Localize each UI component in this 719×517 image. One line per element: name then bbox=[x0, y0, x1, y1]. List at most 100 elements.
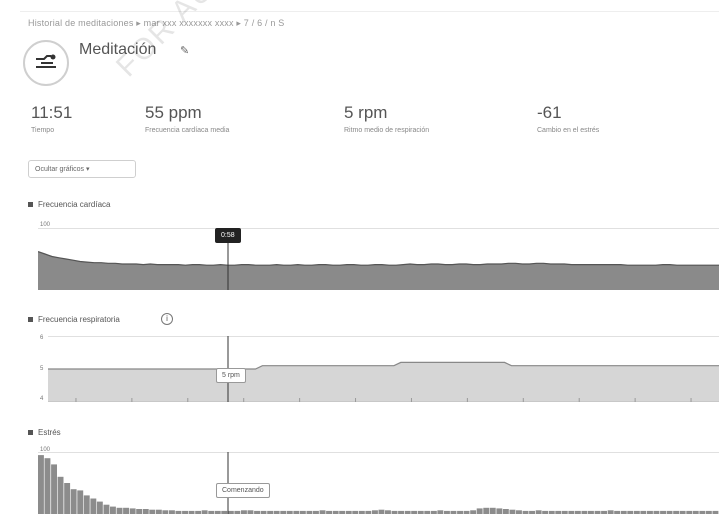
stress-bar bbox=[470, 510, 477, 514]
breadcrumb[interactable]: Historial de meditaciones ▸ mar xxx xxxx… bbox=[28, 18, 285, 28]
stat-time-value: 11:51 bbox=[31, 103, 73, 122]
stat-resp-value: 5 rpm bbox=[344, 103, 388, 122]
heart-tooltip: 0:58 bbox=[215, 228, 241, 243]
stress-bar bbox=[516, 510, 522, 514]
stress-bar bbox=[640, 510, 647, 514]
stress-bar bbox=[476, 508, 483, 514]
series-area bbox=[38, 251, 719, 290]
stat-time-label: Tiempo bbox=[31, 127, 55, 134]
resp-tooltip: 5 rpm bbox=[216, 368, 246, 383]
stress-bar bbox=[712, 510, 719, 514]
charts-dropdown[interactable]: Ocultar gráficos ▾ bbox=[28, 160, 136, 178]
stress-bar bbox=[234, 510, 241, 514]
heart-section-header: Frecuencia cardíaca bbox=[28, 200, 110, 209]
top-divider bbox=[20, 11, 719, 12]
stress-bar bbox=[607, 510, 614, 514]
stress-bar bbox=[502, 509, 509, 514]
stress-bar bbox=[182, 510, 188, 514]
stress-bar bbox=[326, 510, 332, 514]
stress-bar bbox=[509, 509, 516, 514]
resp-axis-max: 6 bbox=[40, 335, 44, 341]
stress-bar bbox=[358, 510, 365, 514]
resp-axis-min: 4 bbox=[40, 396, 44, 402]
stress-bar bbox=[463, 510, 470, 514]
stress-bar bbox=[398, 510, 404, 514]
resp-section-title: Frecuencia respiratoria bbox=[38, 315, 120, 324]
stress-bar bbox=[378, 509, 385, 514]
stress-bar bbox=[365, 510, 372, 514]
stress-bar bbox=[496, 508, 503, 514]
stress-bar bbox=[214, 510, 221, 514]
heart-rate-chart[interactable] bbox=[38, 228, 719, 290]
meditation-icon bbox=[36, 54, 56, 68]
stress-bar bbox=[280, 510, 287, 514]
heart-section-title: Frecuencia cardíaca bbox=[38, 200, 111, 209]
stress-bar bbox=[627, 510, 634, 514]
stat-stress-value: -61 bbox=[537, 103, 562, 122]
stress-bar bbox=[411, 510, 418, 514]
stress-bar bbox=[306, 510, 313, 514]
stress-bar bbox=[169, 510, 175, 514]
stress-bar bbox=[548, 510, 555, 514]
heart-axis-max: 100 bbox=[40, 222, 51, 228]
series-line bbox=[38, 251, 719, 266]
stress-section-header: Estrés bbox=[28, 428, 61, 437]
stress-bar bbox=[385, 510, 391, 514]
stress-chart[interactable] bbox=[38, 452, 719, 514]
stat-heart-label: Frecuencia cardíaca media bbox=[145, 127, 230, 134]
stress-bar bbox=[319, 510, 326, 514]
stress-tooltip: Comenzando bbox=[216, 483, 270, 498]
stress-bar bbox=[142, 509, 149, 514]
stress-bar bbox=[352, 510, 359, 514]
stress-bar bbox=[673, 510, 680, 514]
page-title: Meditación bbox=[79, 41, 157, 58]
stress-bar bbox=[483, 507, 490, 514]
stress-bar bbox=[267, 510, 274, 514]
stress-bar bbox=[594, 510, 601, 514]
stress-bar bbox=[83, 495, 90, 514]
respiration-chart[interactable] bbox=[48, 336, 719, 402]
stress-bar bbox=[529, 510, 535, 514]
stress-bar bbox=[241, 510, 247, 514]
stress-bar bbox=[444, 510, 450, 514]
stress-bar bbox=[542, 510, 549, 514]
stress-bar bbox=[581, 510, 588, 514]
stress-bar bbox=[450, 510, 457, 514]
stress-bar bbox=[96, 501, 103, 514]
stress-bar bbox=[110, 506, 116, 514]
stress-bar bbox=[437, 510, 444, 514]
stress-bar bbox=[116, 507, 123, 514]
pencil-icon[interactable]: ✎ bbox=[180, 45, 190, 57]
info-icon[interactable]: i bbox=[161, 313, 173, 325]
stat-resp-label: Ritmo medio de respiración bbox=[344, 127, 430, 134]
heart-legend-marker bbox=[28, 202, 33, 208]
stress-bar bbox=[129, 508, 136, 514]
series-area bbox=[48, 362, 719, 402]
stress-bar bbox=[175, 510, 182, 514]
stress-bar bbox=[38, 455, 44, 514]
series-line bbox=[48, 361, 719, 370]
stress-bar bbox=[332, 510, 339, 514]
stress-bar bbox=[313, 510, 319, 514]
stress-section-title: Estrés bbox=[38, 428, 61, 437]
stress-bar bbox=[686, 510, 693, 514]
stress-bar bbox=[489, 507, 496, 514]
stress-bar bbox=[162, 510, 169, 514]
stress-bar bbox=[705, 510, 712, 514]
stress-bar bbox=[679, 510, 686, 514]
stress-bar bbox=[260, 510, 267, 514]
stress-bar bbox=[588, 510, 594, 514]
stress-bar bbox=[345, 510, 352, 514]
stress-bar bbox=[44, 458, 51, 514]
stress-bar bbox=[424, 510, 431, 514]
stress-bar bbox=[51, 464, 57, 514]
stress-bar bbox=[417, 510, 424, 514]
stress-bar bbox=[195, 510, 202, 514]
stress-bar bbox=[247, 510, 254, 514]
stress-bar bbox=[103, 504, 110, 514]
stress-bar bbox=[391, 510, 398, 514]
resp-section-header: Frecuencia respiratoria bbox=[28, 315, 120, 324]
stress-bar bbox=[372, 510, 378, 514]
stress-bar bbox=[561, 510, 568, 514]
stress-bar bbox=[574, 510, 581, 514]
